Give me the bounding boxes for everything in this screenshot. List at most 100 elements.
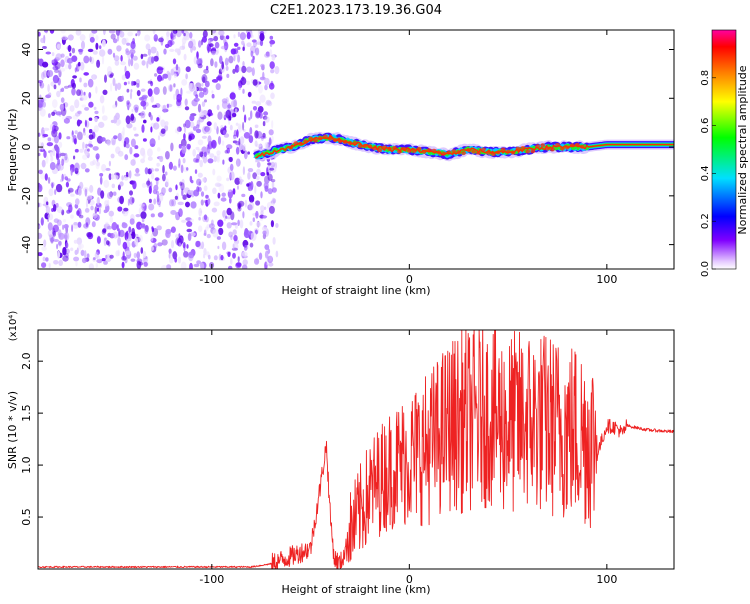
noise-speckle bbox=[213, 255, 218, 261]
noise-speckle bbox=[38, 58, 41, 65]
noise-speckle bbox=[85, 199, 89, 209]
noise-speckle bbox=[156, 117, 160, 122]
signal-peak bbox=[352, 141, 358, 146]
noise-speckle bbox=[215, 83, 221, 91]
noise-speckle bbox=[52, 74, 60, 84]
noise-speckle bbox=[158, 37, 164, 43]
noise-speckle bbox=[156, 162, 160, 167]
signal-peak bbox=[564, 145, 570, 150]
noise-speckle bbox=[148, 203, 155, 211]
noise-speckle bbox=[203, 151, 207, 157]
noise-speckle bbox=[74, 162, 80, 172]
noise-speckle bbox=[127, 31, 133, 37]
noise-speckle bbox=[177, 201, 184, 206]
spectrogram-ytick-label: 20 bbox=[20, 91, 33, 105]
noise-speckle bbox=[103, 260, 108, 265]
noise-speckle bbox=[94, 110, 99, 115]
noise-speckle bbox=[242, 61, 245, 67]
noise-speckle bbox=[170, 240, 175, 249]
noise-speckle bbox=[83, 82, 88, 88]
noise-speckle bbox=[192, 126, 197, 131]
noise-speckle bbox=[121, 37, 127, 45]
snr-ytick-label: 1.0 bbox=[20, 456, 33, 474]
noise-speckle bbox=[183, 125, 187, 134]
noise-speckle bbox=[271, 197, 276, 206]
noise-speckle bbox=[145, 43, 151, 50]
noise-speckle bbox=[236, 158, 239, 168]
noise-speckle bbox=[85, 143, 88, 149]
noise-speckle bbox=[101, 55, 105, 65]
noise-speckle bbox=[260, 63, 265, 68]
noise-speckle bbox=[47, 137, 52, 142]
noise-speckle bbox=[40, 217, 44, 226]
noise-speckle bbox=[130, 159, 136, 166]
noise-speckle bbox=[86, 134, 90, 138]
noise-speckle bbox=[199, 151, 204, 158]
noise-speckle bbox=[38, 144, 41, 153]
noise-speckle bbox=[262, 121, 266, 127]
signal-peak bbox=[545, 146, 550, 151]
signal-peak bbox=[362, 143, 368, 148]
noise-speckle bbox=[209, 153, 215, 158]
noise-speckle bbox=[196, 51, 199, 60]
noise-speckle bbox=[119, 181, 124, 187]
noise-speckle bbox=[67, 34, 74, 41]
noise-speckle bbox=[164, 171, 168, 176]
noise-speckle bbox=[190, 201, 197, 209]
noise-speckle bbox=[226, 147, 230, 154]
noise-speckle bbox=[56, 90, 61, 98]
noise-speckle bbox=[83, 55, 90, 64]
signal-peak bbox=[323, 134, 328, 139]
noise-speckle bbox=[70, 169, 73, 176]
noise-speckle bbox=[237, 125, 242, 133]
noise-speckle bbox=[51, 59, 55, 63]
noise-speckle bbox=[95, 86, 98, 94]
spectrogram-xtick-label: -100 bbox=[199, 273, 224, 286]
colorbar-tick-label: 0.6 bbox=[700, 118, 711, 134]
noise-speckle bbox=[48, 234, 53, 238]
noise-speckle bbox=[189, 232, 196, 237]
spectrogram-panel: -100 0 100 -40 -20 0 20 40 Height of straight l… bbox=[6, 29, 675, 297]
noise-speckle bbox=[268, 129, 274, 136]
noise-speckle bbox=[105, 254, 108, 259]
noise-speckle bbox=[200, 210, 203, 214]
noise-speckle bbox=[96, 258, 103, 264]
noise-speckle bbox=[137, 32, 140, 37]
noise-speckle bbox=[42, 101, 46, 108]
noise-speckle bbox=[44, 173, 48, 181]
noise-speckle bbox=[162, 164, 165, 174]
noise-speckle bbox=[112, 77, 116, 87]
noise-speckle bbox=[157, 67, 164, 71]
noise-speckle bbox=[160, 119, 166, 128]
noise-speckle bbox=[160, 128, 166, 134]
noise-speckle bbox=[81, 94, 88, 101]
noise-speckle bbox=[53, 239, 59, 242]
noise-speckle bbox=[55, 202, 59, 208]
noise-speckle bbox=[89, 56, 95, 64]
signal-peak bbox=[342, 139, 348, 144]
noise-speckle bbox=[217, 192, 221, 199]
signal-peak bbox=[387, 146, 392, 151]
noise-speckle bbox=[242, 121, 245, 131]
noise-speckle bbox=[180, 182, 185, 191]
noise-speckle bbox=[206, 224, 211, 229]
signal-peak bbox=[372, 146, 378, 151]
noise-speckle bbox=[256, 168, 261, 175]
noise-speckle bbox=[228, 265, 233, 269]
noise-speckle bbox=[147, 156, 153, 161]
noise-speckle bbox=[73, 222, 78, 226]
signal-peak bbox=[476, 150, 481, 155]
noise-speckle bbox=[65, 242, 69, 249]
noise-speckle bbox=[240, 77, 247, 86]
colorbar-axes: 0.0 0.2 0.4 0.6 0.8 bbox=[700, 70, 716, 277]
noise-speckle bbox=[113, 55, 120, 62]
noise-speckle bbox=[238, 200, 245, 207]
noise-speckle bbox=[41, 97, 45, 103]
spectrogram-ytick-label: 40 bbox=[20, 43, 33, 57]
noise-speckle bbox=[92, 212, 98, 219]
noise-speckle bbox=[221, 241, 227, 251]
noise-speckle bbox=[238, 85, 241, 91]
noise-speckle bbox=[74, 249, 78, 255]
noise-speckle bbox=[99, 45, 102, 50]
noise-speckle bbox=[80, 162, 87, 170]
